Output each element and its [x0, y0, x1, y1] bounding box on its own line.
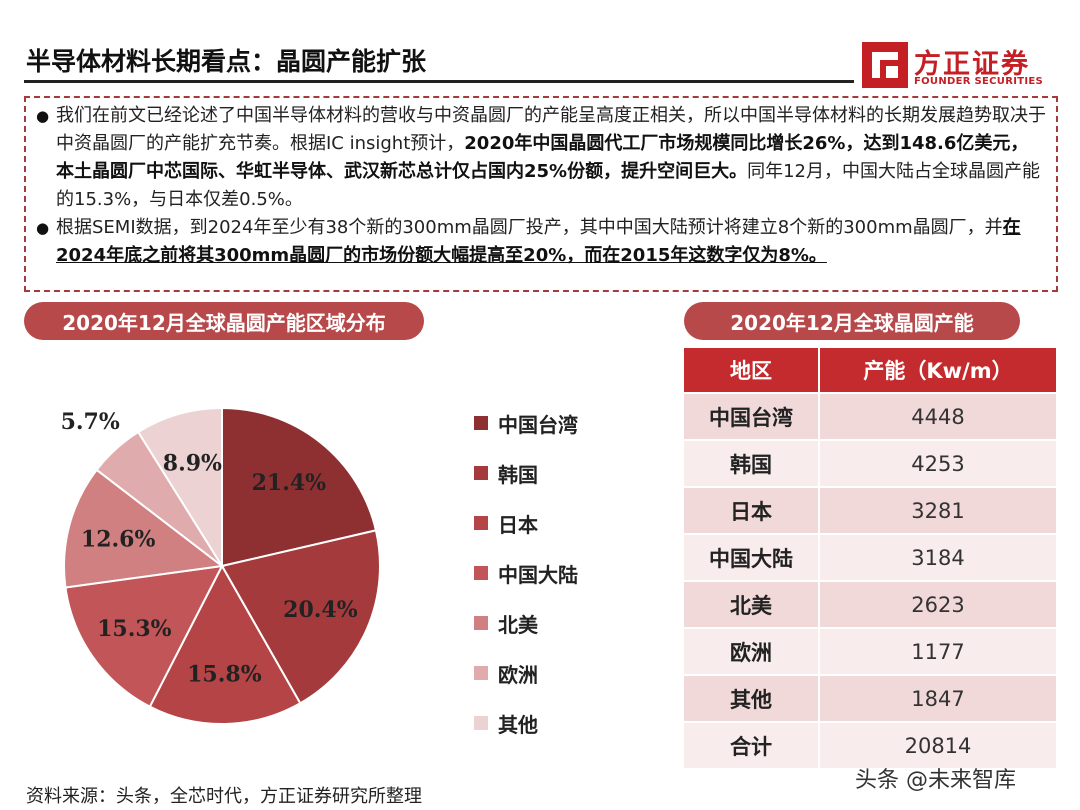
pie-data-label: 5.7% — [61, 409, 120, 435]
watermark-text: 头条 @未来智库 — [855, 768, 1016, 793]
pie-legend: 中国台湾韩国日本中国大陆北美欧洲其他 — [474, 398, 578, 748]
pie-data-label: 15.3% — [97, 616, 172, 642]
table-header-capacity: 产能（Kw/m） — [819, 348, 1058, 394]
bullet-dot-icon: ● — [36, 107, 50, 125]
pie-slice — [64, 564, 224, 708]
bullet-2-part-1: 根据SEMI数据，到2024年至少有38个新的300mm晶圆厂投产，其中中国大陆… — [56, 217, 1003, 238]
legend-item: 北美 — [474, 598, 578, 648]
bullet-1-part-3: 同年12月，中国大陆占全球晶圆产能的15.3%，与日本仅差0.5%。 — [56, 161, 1040, 210]
legend-swatch — [474, 566, 488, 580]
legend-swatch — [474, 516, 488, 530]
table-section-label: 2020年12月全球晶圆产能 — [684, 302, 1020, 340]
pie-chart: 21.4% 20.4% 15.8% 15.3% 12.6% 5.7% 8.9% — [61, 406, 381, 725]
bullet-dot-icon: ● — [36, 219, 50, 237]
legend-swatch — [474, 716, 488, 730]
table-cell-region: 中国台湾 — [684, 393, 820, 441]
table-cell-capacity: 1847 — [819, 675, 1058, 723]
pie-data-label: 8.9% — [163, 451, 222, 477]
pie-slice — [220, 529, 381, 705]
legend-swatch — [474, 616, 488, 630]
legend-label: 韩国 — [498, 462, 538, 487]
table-cell-capacity: 4253 — [819, 440, 1058, 488]
legend-swatch — [474, 666, 488, 680]
legend-item: 中国大陆 — [474, 548, 578, 598]
legend-label: 中国台湾 — [498, 412, 578, 437]
pie-slice — [63, 468, 225, 589]
bullet-text-2: 根据SEMI数据，到2024年至少有38个新的300mm晶圆厂投产，其中中国大陆… — [56, 214, 1046, 270]
logo-name-en: FOUNDER SECURITIES — [914, 76, 1044, 87]
legend-label: 中国大陆 — [498, 562, 578, 587]
table-cell-region: 合计 — [684, 722, 820, 770]
table-row: 中国台湾 4448 — [684, 393, 1058, 441]
legend-item: 中国台湾 — [474, 398, 578, 448]
table-cell-region: 北美 — [684, 581, 820, 629]
table-cell-capacity: 3184 — [819, 534, 1058, 582]
legend-swatch — [474, 466, 488, 480]
table-cell-region: 欧洲 — [684, 628, 820, 676]
pie-slice — [136, 406, 223, 570]
pie-section-label: 2020年12月全球晶圆产能区域分布 — [24, 302, 424, 340]
table-row: 北美 2623 — [684, 581, 1058, 629]
table-cell-region: 韩国 — [684, 440, 820, 488]
founder-logo-icon — [862, 42, 908, 88]
legend-item: 日本 — [474, 498, 578, 548]
legend-label: 日本 — [498, 512, 538, 537]
legend-label: 其他 — [498, 712, 538, 737]
source-note: 资料来源：头条，全芯时代，方正证券研究所整理 — [26, 786, 422, 807]
pie-data-label: 15.8% — [187, 661, 262, 687]
bullet-item-1: ● 我们在前文已经论述了中国半导体材料的营收与中资晶圆厂的产能呈高度正相关，所以… — [36, 102, 1046, 214]
table-header-row: 地区 产能（Kw/m） — [684, 348, 1058, 394]
bullet-1-bold: 2020年中国晶圆代工厂市场规模同比增长26%，达到148.6亿美元，本土晶圆厂… — [56, 133, 1029, 182]
table-header-region: 地区 — [684, 348, 820, 394]
table-row: 韩国 4253 — [684, 440, 1058, 488]
table-cell-region: 中国大陆 — [684, 534, 820, 582]
table-cell-capacity: 20814 — [819, 722, 1058, 770]
table-cell-region: 日本 — [684, 487, 820, 535]
table-row: 其他 1847 — [684, 675, 1058, 723]
legend-label: 北美 — [498, 612, 538, 637]
legend-item: 韩国 — [474, 448, 578, 498]
founder-logo: 方正证券 FOUNDER SECURITIES — [862, 42, 1052, 92]
pie-data-label: 21.4% — [252, 470, 327, 496]
page-title: 半导体材料长期看点：晶圆产能扩张 — [26, 47, 427, 76]
bullet-text-1: 我们在前文已经论述了中国半导体材料的营收与中资晶圆厂的产能呈高度正相关，所以中国… — [56, 102, 1046, 214]
pie-data-label: 20.4% — [283, 597, 358, 623]
table-cell-capacity: 2623 — [819, 581, 1058, 629]
table-cell-capacity: 4448 — [819, 393, 1058, 441]
summary-box: ● 我们在前文已经论述了中国半导体材料的营收与中资晶圆厂的产能呈高度正相关，所以… — [24, 96, 1058, 292]
table-cell-capacity: 1177 — [819, 628, 1058, 676]
pie-data-label: 12.6% — [81, 526, 156, 552]
legend-swatch — [474, 416, 488, 430]
table-row: 欧洲 1177 — [684, 628, 1058, 676]
legend-label: 欧洲 — [498, 662, 538, 687]
table-row: 日本 3281 — [684, 487, 1058, 535]
pie-slice — [221, 406, 378, 568]
table-row: 合计 20814 — [684, 722, 1058, 770]
legend-item: 其他 — [474, 698, 578, 748]
table-row: 中国大陆 3184 — [684, 534, 1058, 582]
table-cell-region: 其他 — [684, 675, 820, 723]
table-cell-capacity: 3281 — [819, 487, 1058, 535]
legend-item: 欧洲 — [474, 648, 578, 698]
pie-slice — [148, 563, 302, 725]
title-underline — [24, 80, 854, 83]
bullet-item-2: ● 根据SEMI数据，到2024年至少有38个新的300mm晶圆厂投产，其中中国… — [36, 214, 1046, 270]
capacity-table: 地区 产能（Kw/m） 中国台湾 4448 韩国 4253 日本 3281 中国大陆 3184… — [684, 348, 1058, 770]
logo-name-cn: 方正证券 — [914, 49, 1030, 80]
bullet-1-part-1: 我们在前文已经论述了中国半导体材料的营收与中资晶圆厂的产能呈高度正相关，所以中国… — [56, 105, 1046, 154]
bullet-2-underlined: 在2024年底之前将其300mm晶圆厂的市场份额大幅提高至20%，而在2015年… — [56, 217, 1021, 266]
